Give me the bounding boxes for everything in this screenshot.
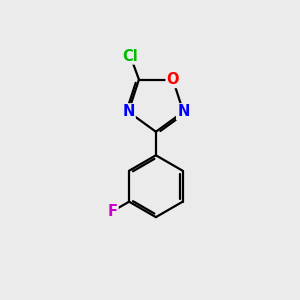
- Text: O: O: [167, 72, 179, 87]
- Text: Cl: Cl: [122, 49, 138, 64]
- Text: N: N: [122, 104, 135, 119]
- Text: N: N: [177, 104, 190, 119]
- Text: F: F: [107, 204, 118, 219]
